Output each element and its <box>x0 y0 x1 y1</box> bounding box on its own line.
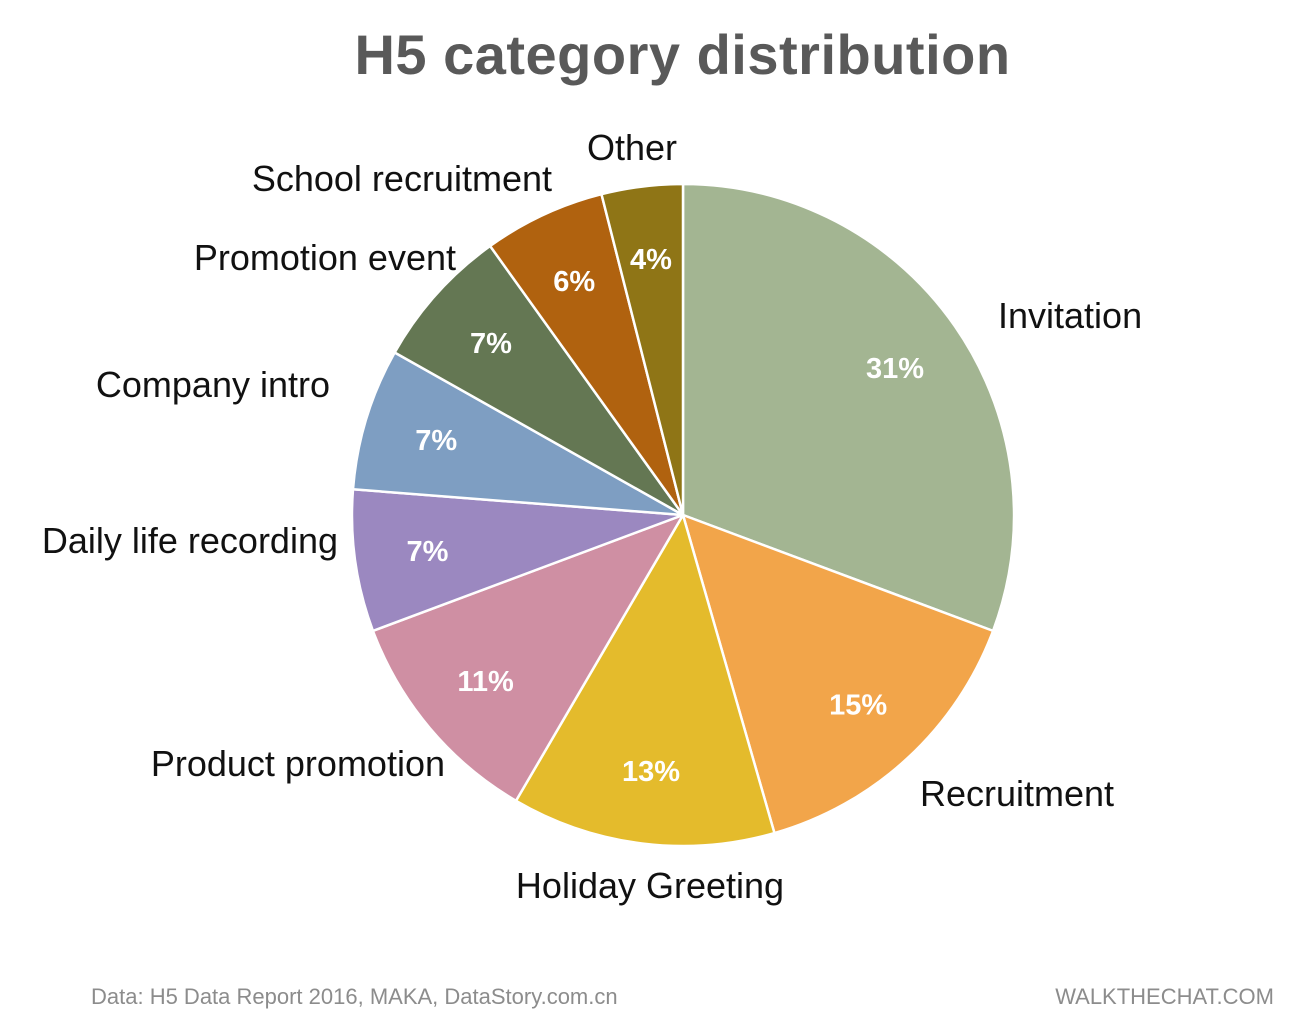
category-labels: Invitation Recruitment Holiday Greeting Pro… <box>42 127 1142 906</box>
pie-slice-recruitment <box>681 513 995 835</box>
percent-label: 6% <box>553 266 595 298</box>
percent-label: 4% <box>630 244 672 276</box>
category-label: Invitation <box>998 295 1142 336</box>
pie-slice-product-promotion <box>371 513 685 803</box>
data-source-note: Data: H5 Data Report 2016, MAKA, DataSto… <box>91 984 618 1009</box>
category-label: Recruitment <box>920 773 1114 814</box>
pie-slice-holiday-greeting <box>514 513 776 848</box>
percent-labels: 31% 15% 13% 11% 7% 7% 7% 6% 4% <box>407 244 925 788</box>
pie-slice-company-intro <box>351 351 685 517</box>
percent-label: 13% <box>622 756 680 788</box>
category-label: Company intro <box>96 364 330 405</box>
category-label: Daily life recording <box>42 520 338 561</box>
pie-slice-school-recruitment <box>488 192 685 517</box>
category-label: Holiday Greeting <box>516 865 784 906</box>
category-label: Promotion event <box>194 237 456 278</box>
percent-label: 7% <box>407 536 449 568</box>
pie-slice-invitation <box>681 182 1016 633</box>
category-label: Other <box>587 127 677 168</box>
pie-slice-other <box>600 182 685 517</box>
percent-label: 31% <box>866 353 924 385</box>
pie-slices <box>350 182 1016 848</box>
pie-slice-daily-life-recording <box>350 488 685 633</box>
percent-label: 11% <box>457 666 514 698</box>
percent-label: 7% <box>415 425 457 457</box>
percent-label: 15% <box>829 689 887 721</box>
brand-mark: WALKTHECHAT.COM <box>1055 984 1274 1009</box>
chart-title: H5 category distribution <box>354 23 1011 86</box>
category-label: Product promotion <box>151 743 445 784</box>
category-label: School recruitment <box>252 158 552 199</box>
pie-slice-promotion-event <box>393 244 685 517</box>
percent-label: 7% <box>470 328 512 360</box>
